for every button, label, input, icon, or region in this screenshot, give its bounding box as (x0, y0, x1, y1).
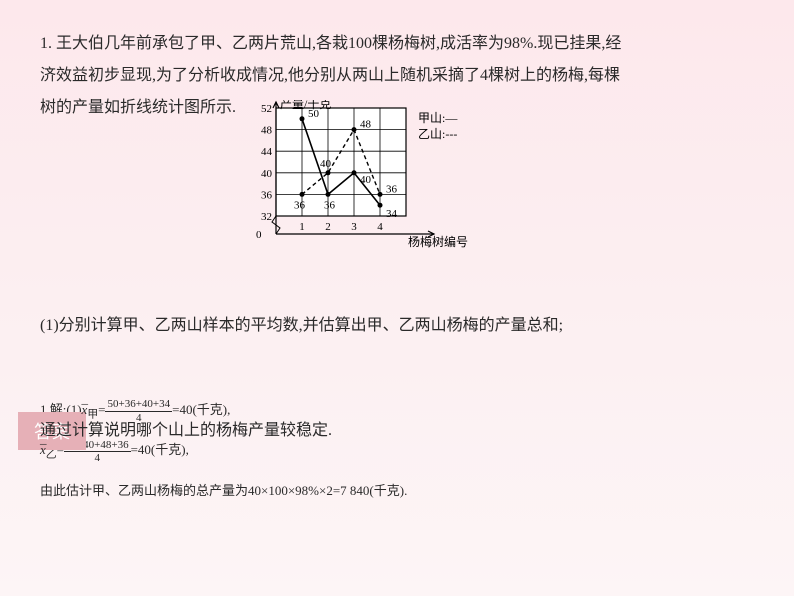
svg-text:杨梅树编号: 杨梅树编号 (408, 234, 468, 249)
svg-text:50: 50 (308, 108, 320, 120)
svg-text:2: 2 (325, 221, 331, 233)
problem-line-2: 济效益初步显现,为了分析收成情况,他分别从两山上随机采摘了4棵树上的杨梅,每棵 (40, 60, 754, 92)
sol-line-3: 由此估计甲、乙两山杨梅的总产量为40×100×98%×2=7 840(千克). (40, 477, 754, 504)
svg-text:1: 1 (299, 221, 305, 233)
svg-text:48: 48 (360, 119, 372, 131)
sub-yi: 乙 (46, 449, 57, 461)
svg-text:36: 36 (324, 199, 336, 211)
svg-text:48: 48 (261, 125, 273, 137)
sub-question-2-partial: 通过计算说明哪个山上的杨梅产量较稳定. (40, 416, 332, 440)
xbar-yi: x (40, 436, 46, 463)
problem-line-1: 1. 王大伯几年前承包了甲、乙两片荒山,各栽100棵杨梅树,成活率为98%.现已… (40, 28, 754, 60)
svg-text:52: 52 (261, 103, 272, 115)
svg-text:4: 4 (377, 221, 383, 233)
svg-text:40: 40 (261, 168, 273, 180)
res-jia: =40(千克), (172, 402, 230, 417)
svg-text:44: 44 (261, 146, 273, 158)
svg-text:32: 32 (261, 211, 272, 223)
svg-text:3: 3 (351, 221, 357, 233)
svg-text:40: 40 (360, 174, 372, 186)
svg-text:40: 40 (320, 158, 332, 170)
sub-question-1: (1)分别计算甲、乙两山样本的平均数,并估算出甲、乙两山杨梅的产量总和; (40, 310, 754, 342)
res-yi: =40(千克), (131, 442, 189, 457)
solution-block: 1.解:(1)x甲=50+36+40+344=40(千克), x乙=36+40+… (40, 396, 754, 504)
problem-line-3: 树的产量如折线统计图所示. (40, 92, 236, 124)
svg-text:甲山:—: 甲山:— (418, 111, 458, 125)
svg-text:36: 36 (294, 199, 306, 211)
svg-text:乙山:---: 乙山:--- (418, 127, 457, 141)
svg-text:产量/千克: 产量/千克 (280, 100, 331, 111)
yield-chart: 32364044485212340产量/千克杨梅树编号5048404036363… (240, 100, 520, 250)
svg-text:34: 34 (386, 208, 398, 220)
svg-text:0: 0 (256, 229, 262, 241)
svg-text:36: 36 (261, 189, 273, 201)
svg-text:36: 36 (386, 183, 398, 195)
